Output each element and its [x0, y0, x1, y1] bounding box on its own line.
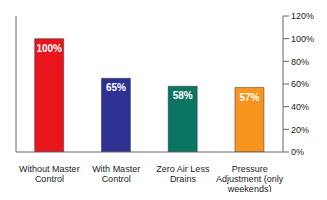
svg-text:58%: 58% [173, 90, 193, 101]
svg-text:100%: 100% [36, 43, 62, 54]
svg-text:Zero Air LessDrains: Zero Air LessDrains [156, 164, 210, 184]
svg-text:40%: 40% [291, 102, 309, 112]
svg-text:100%: 100% [291, 34, 314, 44]
svg-text:120%: 120% [291, 11, 314, 21]
svg-text:0%: 0% [291, 147, 304, 157]
svg-text:57%: 57% [239, 92, 259, 103]
svg-text:65%: 65% [106, 82, 126, 93]
svg-text:Without MasterControl: Without MasterControl [19, 164, 80, 184]
svg-text:PressureAdjustment (onlyweeken: PressureAdjustment (onlyweekends) [216, 164, 284, 192]
svg-text:With MasterControl: With MasterControl [92, 164, 140, 184]
svg-text:60%: 60% [291, 79, 309, 89]
svg-text:20%: 20% [291, 125, 309, 135]
svg-text:80%: 80% [291, 57, 309, 67]
